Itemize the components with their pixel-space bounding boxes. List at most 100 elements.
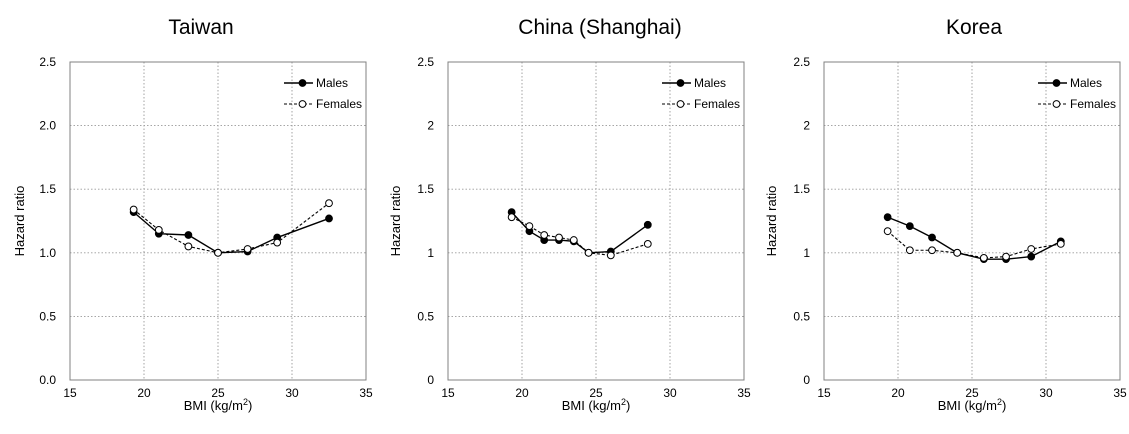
data-point-females — [928, 246, 936, 255]
y-tick-label: 2.5 — [417, 55, 434, 69]
y-tick-label: 2 — [427, 119, 434, 133]
y-tick-label: 2 — [803, 119, 810, 133]
x-axis-label-end: ) — [1002, 398, 1006, 413]
data-point-females — [214, 248, 222, 257]
y-tick-label: 1.0 — [39, 246, 56, 260]
data-point-females — [1027, 245, 1036, 253]
x-tick-label: 35 — [737, 386, 751, 400]
data-point-females — [1056, 239, 1065, 248]
x-tick-label: 15 — [441, 386, 455, 400]
x-tick-label: 20 — [137, 386, 151, 400]
data-point-females — [569, 236, 578, 244]
legend-marker-females — [1052, 100, 1061, 108]
y-tick-label: 2.5 — [39, 55, 56, 69]
data-point-females — [555, 233, 563, 242]
data-point-females — [1002, 252, 1010, 261]
y-tick-label: 1 — [803, 246, 810, 260]
x-tick-label: 25 — [589, 386, 603, 400]
data-point-females — [129, 205, 138, 214]
series-line-males — [887, 216, 1062, 260]
x-axis-label-sup: 2 — [621, 397, 626, 407]
y-axis-label: Hazard ratio — [764, 186, 779, 257]
x-tick-label: 20 — [891, 386, 905, 400]
y-tick-label: 0.5 — [39, 309, 56, 323]
x-tick-label: 15 — [63, 386, 77, 400]
x-tick-label: 30 — [285, 386, 299, 400]
legend-marker-males — [298, 79, 307, 87]
data-point-females — [905, 246, 914, 255]
legend-label-females: Females — [694, 97, 740, 111]
data-point-females — [184, 242, 193, 251]
data-point-females — [325, 199, 333, 208]
y-tick-label: 1.5 — [793, 182, 810, 196]
x-axis-label-end: ) — [626, 398, 630, 413]
data-point-females — [273, 238, 282, 247]
data-point-males — [928, 233, 936, 242]
x-tick-label: 15 — [817, 386, 831, 400]
data-point-males — [184, 231, 193, 239]
y-axis-label: Hazard ratio — [388, 186, 403, 257]
legend-marker-females — [676, 100, 685, 108]
data-point-females — [883, 227, 892, 236]
series-line-females — [511, 216, 648, 256]
data-point-females — [540, 231, 549, 239]
y-tick-label: 0 — [427, 373, 434, 387]
data-point-males — [643, 220, 652, 229]
data-point-females — [606, 251, 615, 260]
data-point-females — [584, 248, 593, 257]
x-axis-label-text: BMI (kg/m — [938, 398, 997, 413]
y-tick-label: 2.5 — [793, 55, 810, 69]
legend-label-males: Males — [316, 76, 348, 90]
legend-marker-males — [676, 79, 685, 87]
legend-marker-females — [298, 100, 307, 108]
series-line-females — [133, 202, 330, 254]
y-tick-label: 1 — [427, 246, 434, 260]
legend-label-males: Males — [694, 76, 726, 90]
data-point-females — [243, 245, 252, 253]
y-tick-label: 1.5 — [39, 182, 56, 196]
x-tick-label: 25 — [965, 386, 979, 400]
y-tick-label: 0.5 — [417, 309, 434, 323]
x-tick-label: 35 — [1113, 386, 1127, 400]
x-axis-label-sup: 2 — [243, 397, 248, 407]
x-axis-label-sup: 2 — [997, 397, 1002, 407]
chart-title: China (Shanghai) — [518, 16, 681, 39]
y-axis-label: Hazard ratio — [12, 186, 27, 257]
data-point-males — [1027, 252, 1036, 261]
series-line-females — [887, 230, 1061, 259]
plot-frame — [69, 61, 367, 381]
y-tick-label: 0.0 — [39, 373, 56, 387]
legend-label-males: Males — [1070, 76, 1102, 90]
data-point-males — [883, 213, 892, 222]
data-point-females — [953, 248, 962, 257]
chart-1: China (Shanghai) 0 0.5 1 1.5 2 2.5 15 20 25 30 35 BM… — [388, 16, 751, 413]
x-axis-label-end: ) — [248, 398, 252, 413]
chart-0: Taiwan 0.0 0.5 1.0 1.5 2.0 2.5 15 20 25 30 35 BMI (k… — [12, 16, 373, 413]
data-point-females — [979, 253, 988, 262]
data-point-females — [154, 226, 163, 234]
y-tick-label: 1.5 — [417, 182, 434, 196]
x-axis-label: BMI (kg/m2) — [184, 397, 253, 413]
data-point-females — [525, 222, 534, 230]
legend-label-females: Females — [1070, 97, 1116, 111]
x-tick-label: 20 — [515, 386, 529, 400]
data-point-females — [507, 213, 516, 222]
data-point-females — [643, 239, 652, 248]
chart-title: Korea — [946, 16, 1002, 39]
x-axis-label-text: BMI (kg/m — [562, 398, 621, 413]
data-point-males — [325, 214, 333, 223]
x-axis-label-text: BMI (kg/m — [184, 398, 243, 413]
x-axis-label: BMI (kg/m2) — [562, 397, 631, 413]
y-tick-label: 0.5 — [793, 309, 810, 323]
y-tick-label: 2.0 — [39, 119, 56, 133]
y-tick-label: 0 — [803, 373, 810, 387]
x-tick-label: 30 — [663, 386, 677, 400]
x-tick-label: 25 — [211, 386, 225, 400]
legend-label-females: Females — [316, 97, 362, 111]
x-axis-label: BMI (kg/m2) — [938, 397, 1007, 413]
legend-marker-males — [1052, 79, 1061, 87]
x-tick-label: 30 — [1039, 386, 1053, 400]
plot-frame — [447, 61, 745, 381]
